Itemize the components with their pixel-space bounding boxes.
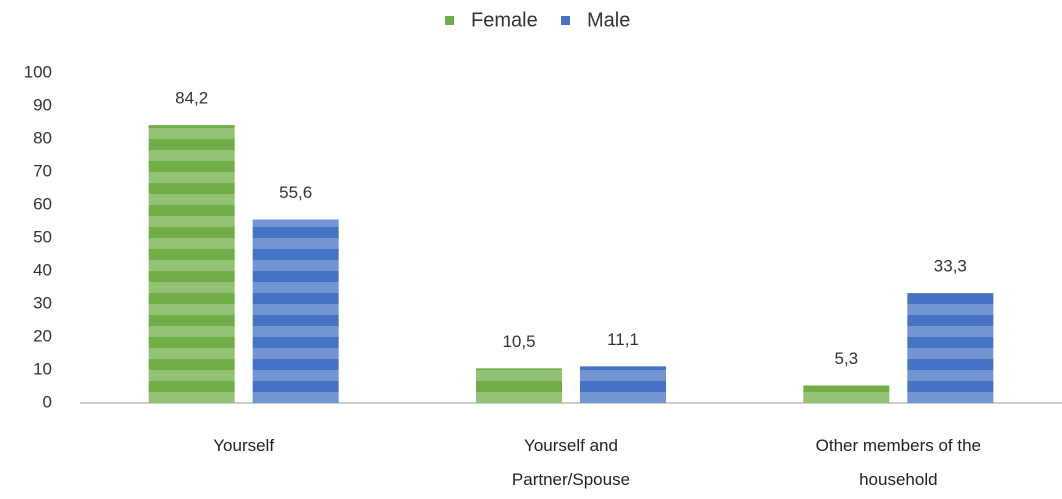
- bar: [580, 366, 666, 403]
- bar: [148, 125, 235, 403]
- data-label: 33,3: [934, 257, 967, 276]
- x-tick-label: Yourself: [213, 436, 275, 455]
- legend-label: Female: [471, 9, 538, 31]
- data-label: 11,1: [607, 330, 639, 349]
- y-tick-label: 40: [33, 260, 52, 279]
- y-tick-label: 20: [33, 326, 52, 345]
- y-tick-label: 70: [33, 161, 52, 180]
- y-tick-label: 60: [33, 194, 52, 213]
- data-label: 10,5: [502, 332, 535, 351]
- data-label: 55,6: [279, 183, 312, 202]
- y-tick-label: 100: [24, 62, 52, 81]
- legend-label: Male: [587, 9, 630, 31]
- legend-swatch: [445, 16, 454, 25]
- x-tick-label: Yourself and Partner/Spouse: [511, 436, 631, 489]
- data-label: 5,3: [835, 349, 859, 368]
- bar: [907, 293, 994, 403]
- y-tick-label: 80: [33, 128, 52, 147]
- y-tick-label: 0: [43, 392, 52, 411]
- bar: [803, 385, 890, 403]
- legend-swatch: [561, 16, 570, 25]
- y-tick-label: 10: [33, 359, 52, 378]
- x-tick-label: Other members of the household: [815, 436, 981, 489]
- y-tick-label: 30: [33, 293, 52, 312]
- y-tick-label: 50: [33, 227, 52, 246]
- bar: [476, 368, 562, 403]
- data-label: 84,2: [175, 89, 208, 108]
- bar: [252, 219, 339, 403]
- y-tick-label: 90: [33, 95, 52, 114]
